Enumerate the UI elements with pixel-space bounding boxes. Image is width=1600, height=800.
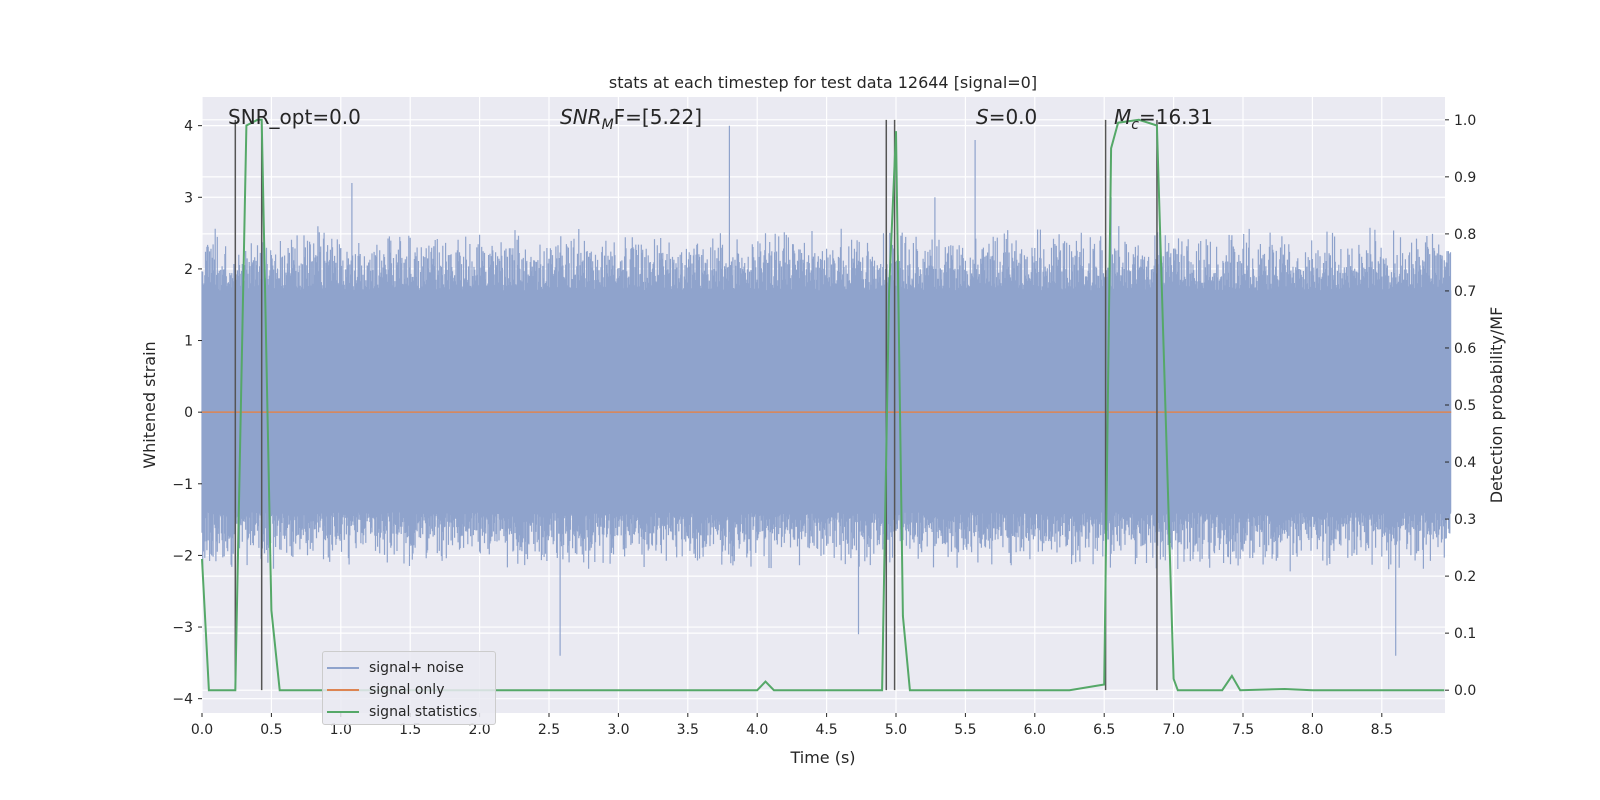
x-tick-label: 2.5 [538, 722, 560, 738]
y2-tick-label: 0.3 [1454, 512, 1476, 528]
y2-tick-label: 0.5 [1454, 398, 1476, 414]
legend-swatch-signal-only [327, 689, 359, 691]
y2-tick-label: 0.6 [1454, 341, 1476, 357]
x-tick-label: 2.0 [468, 722, 490, 738]
y2-axis-label: Detection probability/MF [1487, 307, 1506, 504]
y2-tick-label: 0.2 [1454, 569, 1476, 585]
mc-main: M [1114, 105, 1131, 129]
y-axis-ticks: 4 3 2 1 0 −1 −2 −3 −4 [172, 119, 202, 708]
chart-title: stats at each timestep for test data 126… [609, 73, 1037, 92]
x-tick-label: 7.5 [1232, 722, 1254, 738]
legend-item-signal-only: signal only [327, 680, 444, 700]
y-tick-label: −3 [172, 620, 193, 636]
x-tick-label: 1.5 [399, 722, 421, 738]
s-tail: =0.0 [989, 105, 1038, 129]
x-tick-label: 0.5 [260, 722, 282, 738]
mc-sub: c [1131, 117, 1139, 133]
y-tick-label: 3 [184, 190, 193, 206]
snr-mf-sub: M [602, 117, 614, 133]
y-tick-label: −4 [172, 692, 193, 708]
x-tick-label: 8.0 [1301, 722, 1323, 738]
y2-tick-label: 0.1 [1454, 626, 1476, 642]
y-tick-label: 2 [184, 262, 193, 278]
legend-label-signal-noise: signal+ noise [369, 660, 464, 676]
snr-mf-annotation: SNRMF=[5.22] [560, 105, 702, 133]
y-tick-label: −1 [172, 477, 193, 493]
signal-noise-series [201, 125, 1452, 656]
x-tick-label: 6.0 [1024, 722, 1046, 738]
y2-tick-label: 0.4 [1454, 455, 1476, 471]
x-tick-label: 4.5 [815, 722, 837, 738]
y-tick-label: 4 [184, 119, 193, 135]
x-tick-label: 3.0 [607, 722, 629, 738]
x-tick-label: 0.0 [191, 722, 213, 738]
snr-mf-main: SNR [560, 105, 602, 129]
snr-opt-annotation: SNR_opt=0.0 [228, 105, 361, 129]
y-tick-label: 1 [184, 334, 193, 350]
x-tick-label: 5.0 [885, 722, 907, 738]
legend-swatch-signal-statistics [327, 711, 359, 713]
y-axis-label: Whitened strain [140, 341, 159, 468]
signal-statistics-line [201, 118, 1445, 692]
s-main: S [976, 105, 989, 129]
legend-label-signal-only: signal only [369, 682, 445, 698]
legend-item-signal-statistics: signal statistics [327, 702, 477, 722]
y-tick-label: 0 [184, 405, 193, 421]
x-axis-ticks: 0.0 0.5 1.0 1.5 2.0 2.5 3.0 3.5 4.0 4.5 5.0 5.5 6.0 6… [191, 713, 1393, 738]
x-axis-label: Time (s) [789, 748, 855, 767]
legend-item-signal-noise: signal+ noise [327, 658, 464, 678]
snr-mf-tail: F=[5.22] [614, 105, 702, 129]
s-annotation: S=0.0 [976, 105, 1037, 129]
y2-tick-label: 1.0 [1454, 113, 1476, 129]
x-tick-label: 1.0 [330, 722, 352, 738]
legend-label-signal-statistics: signal statistics [369, 704, 478, 720]
x-tick-label: 5.5 [954, 722, 976, 738]
y2-tick-label: 0.8 [1454, 227, 1476, 243]
y2-tick-label: 0.0 [1454, 683, 1476, 699]
x-tick-label: 8.5 [1371, 722, 1393, 738]
y2-axis-ticks: 1.0 0.9 0.8 0.7 0.6 0.5 0.4 0.3 0.2 0.1 0.0 [1445, 113, 1476, 699]
mc-annotation: Mc=16.31 [1114, 105, 1213, 133]
y2-tick-label: 0.7 [1454, 284, 1476, 300]
x-tick-label: 4.0 [746, 722, 768, 738]
y-tick-label: −2 [172, 548, 193, 564]
mc-tail: =16.31 [1139, 105, 1213, 129]
x-tick-label: 6.5 [1093, 722, 1115, 738]
x-tick-label: 7.0 [1162, 722, 1184, 738]
x-tick-label: 3.5 [677, 722, 699, 738]
legend-swatch-signal-noise [327, 667, 359, 669]
legend: signal+ noise signal only signal statist… [322, 651, 496, 725]
y2-tick-label: 0.9 [1454, 170, 1476, 186]
